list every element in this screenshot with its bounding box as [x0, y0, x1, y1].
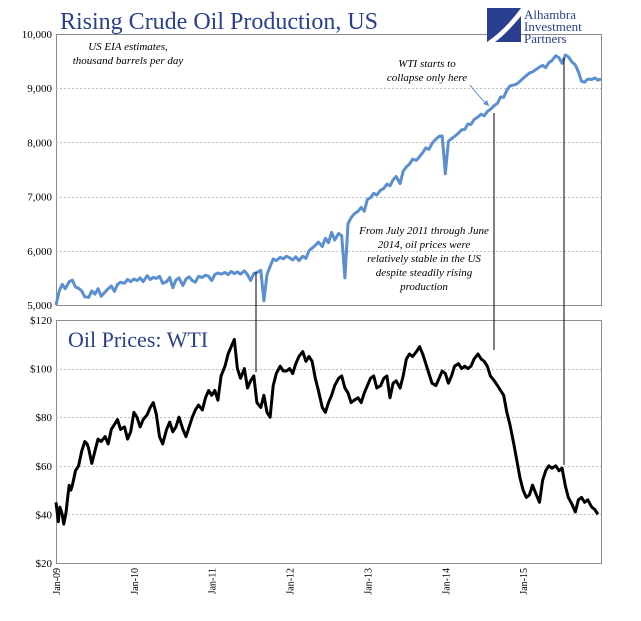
production-series-line	[54, 53, 602, 306]
logo-text-line-1: Alhambra	[524, 7, 576, 22]
production-gridlines	[56, 88, 601, 252]
price-series-line	[54, 337, 600, 526]
price-x-tick-label: Jan-13	[363, 568, 374, 595]
stable-annotation-line-2: 2014, oil prices were	[378, 239, 471, 251]
stable-annotation-line-1: From July 2011 through June	[358, 225, 489, 237]
collapse-annotation-arrowhead	[483, 100, 489, 106]
price-chart-title: Oil Prices: WTI	[68, 327, 208, 352]
production-y-tick-label: 5,000	[27, 300, 52, 312]
production-y-tick-label: 7,000	[27, 192, 52, 204]
production-chart-title: Rising Crude Oil Production, US	[60, 9, 378, 35]
price-y-tick-label: $40	[36, 509, 53, 521]
collapse-annotation-line-1: WTI starts to	[398, 58, 456, 70]
stable-annotation-line-3: relatively stable in the US	[367, 253, 481, 265]
price-y-tick-label: $60	[36, 461, 53, 473]
stable-annotation-line-5: production	[399, 281, 448, 293]
collapse-annotation-line-2: collapse only here	[387, 72, 467, 84]
price-plot-frame	[56, 320, 602, 564]
production-y-tick-label: 9,000	[27, 83, 52, 95]
price-x-tick-labels: Jan-09 Jan-10 Jan-11 Jan-12 Jan-13 Jan-14 Jan-…	[52, 568, 530, 595]
price-x-tick-label: Jan-12	[286, 568, 297, 595]
price-x-tick-label: Jan-10	[130, 568, 141, 595]
production-y-tick-label: 8,000	[27, 137, 52, 149]
logo-text-line-2: Investment	[524, 19, 582, 34]
production-plot-frame	[56, 34, 602, 306]
stable-annotation-line-4: despite steadily rising	[376, 267, 473, 279]
alhambra-logo: Alhambra Investment Partners	[487, 7, 582, 46]
price-x-tick-label: Jan-15	[519, 568, 530, 595]
logo-text-line-3: Partners	[524, 31, 567, 46]
production-y-tick-label: 6,000	[27, 246, 52, 258]
price-x-tick-label: Jan-11	[208, 568, 219, 594]
price-y-tick-label: $20	[36, 558, 53, 570]
production-y-tick-labels: 5,000 6,000 7,000 8,000 9,000 10,000	[22, 29, 53, 312]
logo-mark-icon	[487, 8, 521, 42]
price-y-tick-label: $100	[30, 364, 53, 376]
price-x-tick-label: Jan-09	[52, 568, 63, 595]
price-gridlines	[56, 369, 601, 515]
price-x-tick-label: Jan-14	[441, 568, 452, 595]
production-y-tick-label: 10,000	[22, 29, 53, 41]
price-y-tick-label: $120	[30, 315, 53, 327]
price-y-tick-labels: $20 $40 $60 $80 $100 $120	[30, 315, 53, 570]
production-subtitle-line-1: US EIA estimates,	[88, 41, 168, 53]
production-subtitle-line-2: thousand barrels per day	[73, 55, 184, 67]
price-y-tick-label: $80	[36, 412, 53, 424]
